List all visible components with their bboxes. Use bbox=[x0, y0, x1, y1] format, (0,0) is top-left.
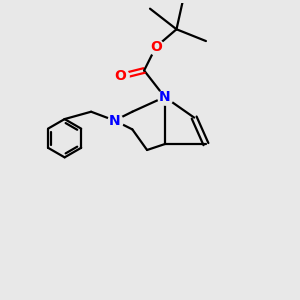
Text: O: O bbox=[115, 69, 127, 83]
Text: N: N bbox=[109, 114, 121, 128]
Text: O: O bbox=[150, 40, 162, 54]
Text: N: N bbox=[159, 90, 170, 104]
